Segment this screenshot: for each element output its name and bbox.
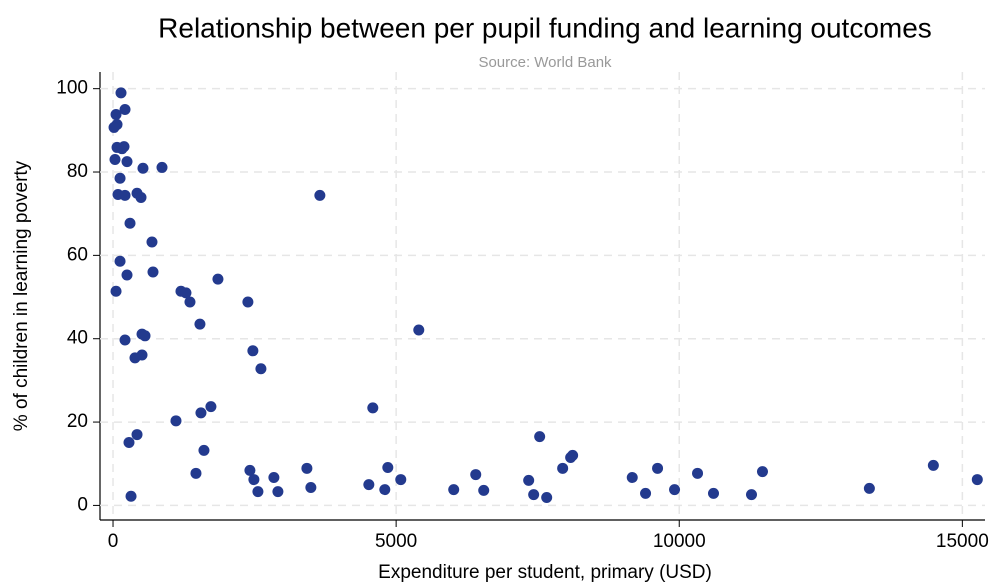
point [244, 464, 256, 476]
point [652, 462, 664, 474]
point [110, 109, 122, 121]
y-tick-label: 80 [67, 161, 88, 182]
point [170, 415, 182, 427]
point [692, 467, 704, 479]
point [523, 474, 535, 486]
point [745, 489, 757, 501]
point [247, 345, 259, 357]
point [119, 334, 131, 346]
chart-subtitle: Source: World Bank [478, 54, 612, 71]
point [626, 471, 638, 483]
point [268, 471, 280, 483]
point [125, 490, 137, 502]
chart-title: Relationship between per pupil funding a… [158, 12, 932, 43]
point [707, 487, 719, 499]
point [194, 318, 206, 330]
point [115, 87, 127, 99]
point [541, 491, 553, 503]
y-tick-label: 0 [77, 494, 88, 515]
point [110, 285, 122, 297]
x-axis-label: Expenditure per student, primary (USD) [378, 562, 712, 583]
point [108, 121, 120, 133]
point [129, 352, 141, 364]
point [137, 162, 149, 174]
point [565, 451, 577, 463]
point [131, 429, 143, 441]
point [363, 479, 375, 491]
point [198, 444, 210, 456]
point [367, 402, 379, 414]
x-tick-label: 5000 [375, 531, 417, 552]
point [314, 189, 326, 201]
y-tick-label: 60 [67, 244, 88, 265]
point [180, 287, 192, 299]
point [195, 407, 207, 419]
point [756, 466, 768, 478]
point [242, 296, 254, 308]
point [478, 484, 490, 496]
point [124, 217, 136, 229]
point [669, 484, 681, 496]
point [184, 296, 196, 308]
point [135, 191, 147, 203]
point [395, 474, 407, 486]
x-tick-label: 10000 [653, 531, 706, 552]
point [534, 431, 546, 443]
y-axis-label: % of children in learning poverty [11, 160, 32, 431]
point [190, 467, 202, 479]
point [640, 487, 652, 499]
point [252, 486, 264, 498]
point [301, 462, 313, 474]
point [212, 273, 224, 285]
y-tick-label: 100 [56, 78, 88, 99]
point [205, 401, 217, 413]
x-tick-label: 15000 [936, 531, 989, 552]
point [109, 154, 121, 166]
point [413, 324, 425, 336]
point [448, 484, 460, 496]
x-tick-label: 0 [108, 531, 119, 552]
point [557, 462, 569, 474]
point [470, 469, 482, 481]
point [123, 436, 135, 448]
point [119, 104, 131, 116]
point [156, 161, 168, 173]
y-tick-label: 20 [67, 411, 88, 432]
point [114, 172, 126, 184]
point [379, 484, 391, 496]
point [528, 489, 540, 501]
point [146, 236, 158, 248]
point [382, 461, 394, 473]
point [147, 266, 159, 278]
point [971, 474, 983, 486]
point [139, 330, 151, 342]
point [121, 156, 133, 168]
point [248, 474, 260, 486]
point [255, 363, 267, 375]
point [305, 481, 317, 493]
point [119, 189, 131, 201]
point [272, 486, 284, 498]
y-tick-label: 40 [67, 328, 88, 349]
point [927, 459, 939, 471]
point [114, 255, 126, 267]
point [121, 269, 133, 281]
point [116, 143, 128, 155]
point [863, 482, 875, 494]
